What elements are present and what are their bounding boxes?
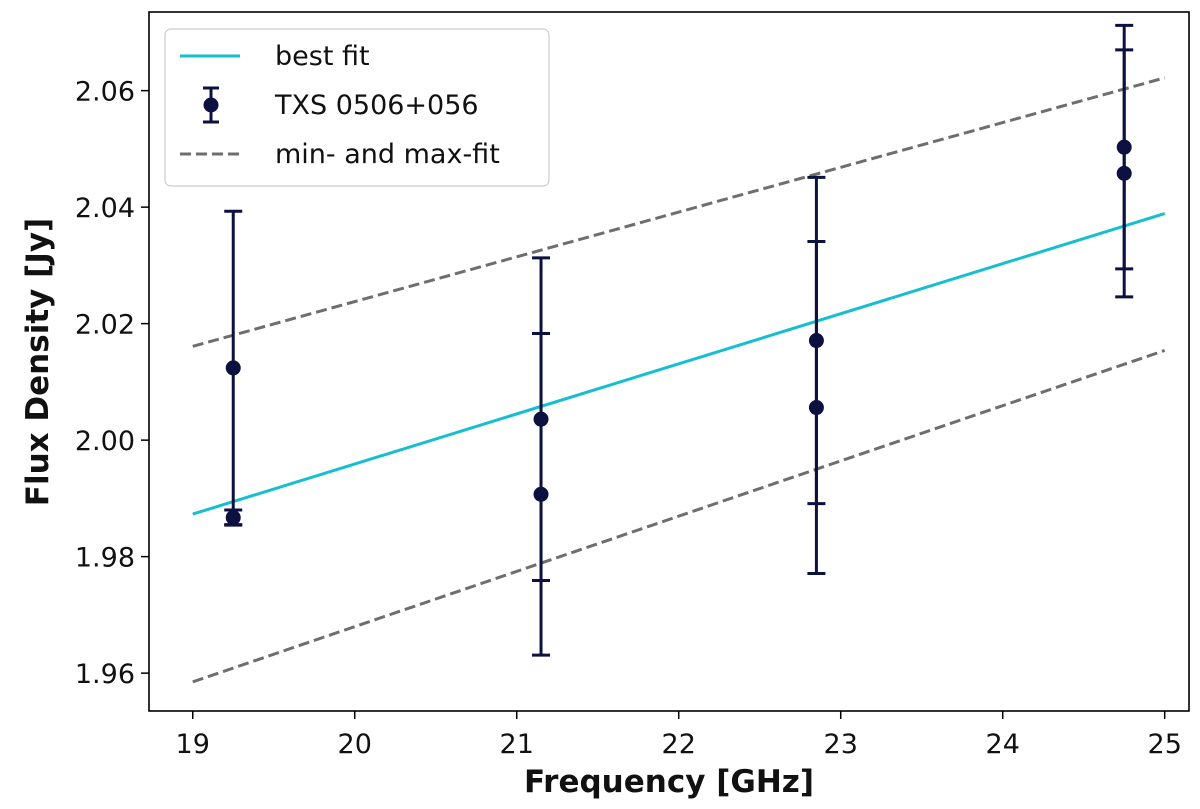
legend-label-best-fit: best fit bbox=[275, 41, 370, 72]
x-tick-label: 24 bbox=[986, 729, 1020, 760]
y-axis: 1.96 1.98 2.00 2.02 2.04 2.06 bbox=[75, 77, 149, 690]
y-tick-label: 2.00 bbox=[75, 426, 135, 457]
data-point-marker bbox=[225, 510, 241, 526]
min-fit-line bbox=[192, 349, 1166, 684]
y-tick-label: 1.98 bbox=[75, 543, 135, 574]
x-tick-label: 21 bbox=[500, 729, 534, 760]
legend-box bbox=[164, 28, 550, 187]
x-tick-label: 23 bbox=[824, 729, 858, 760]
y-tick-label: 2.06 bbox=[75, 77, 135, 108]
plot-frame bbox=[148, 11, 1190, 712]
data-point-group bbox=[224, 508, 243, 527]
data-point-group bbox=[224, 209, 243, 527]
x-tick-label: 25 bbox=[1148, 729, 1182, 760]
data-point-group bbox=[807, 240, 826, 576]
max-fit-line bbox=[192, 76, 1166, 348]
data-point-group bbox=[532, 332, 551, 657]
legend-label-min-max: min- and max-fit bbox=[275, 139, 500, 170]
data-point-marker bbox=[533, 486, 549, 502]
data-point-marker bbox=[225, 360, 241, 376]
legend: best fit TXS 0506+056 min- and max-fit bbox=[164, 28, 550, 187]
y-axis-title: Flux Density [Jy] bbox=[20, 218, 56, 506]
y-tick-label: 2.02 bbox=[75, 310, 135, 341]
data-point-group bbox=[1115, 48, 1134, 299]
x-axis: 19 20 21 22 23 24 25 bbox=[176, 711, 1182, 760]
data-point-marker bbox=[1116, 165, 1132, 181]
best-fit-line bbox=[192, 212, 1166, 516]
legend-label-txs: TXS 0506+056 bbox=[274, 90, 479, 121]
x-tick-label: 20 bbox=[338, 729, 372, 760]
y-tick-label: 1.96 bbox=[75, 659, 135, 690]
plot-area bbox=[192, 23, 1166, 684]
legend-marker-txs bbox=[203, 97, 219, 113]
x-axis-title: Frequency [GHz] bbox=[524, 764, 814, 800]
y-tick-label: 2.04 bbox=[75, 193, 135, 224]
x-tick-label: 22 bbox=[662, 729, 696, 760]
x-tick-label: 19 bbox=[176, 729, 210, 760]
data-point-marker bbox=[808, 400, 824, 416]
